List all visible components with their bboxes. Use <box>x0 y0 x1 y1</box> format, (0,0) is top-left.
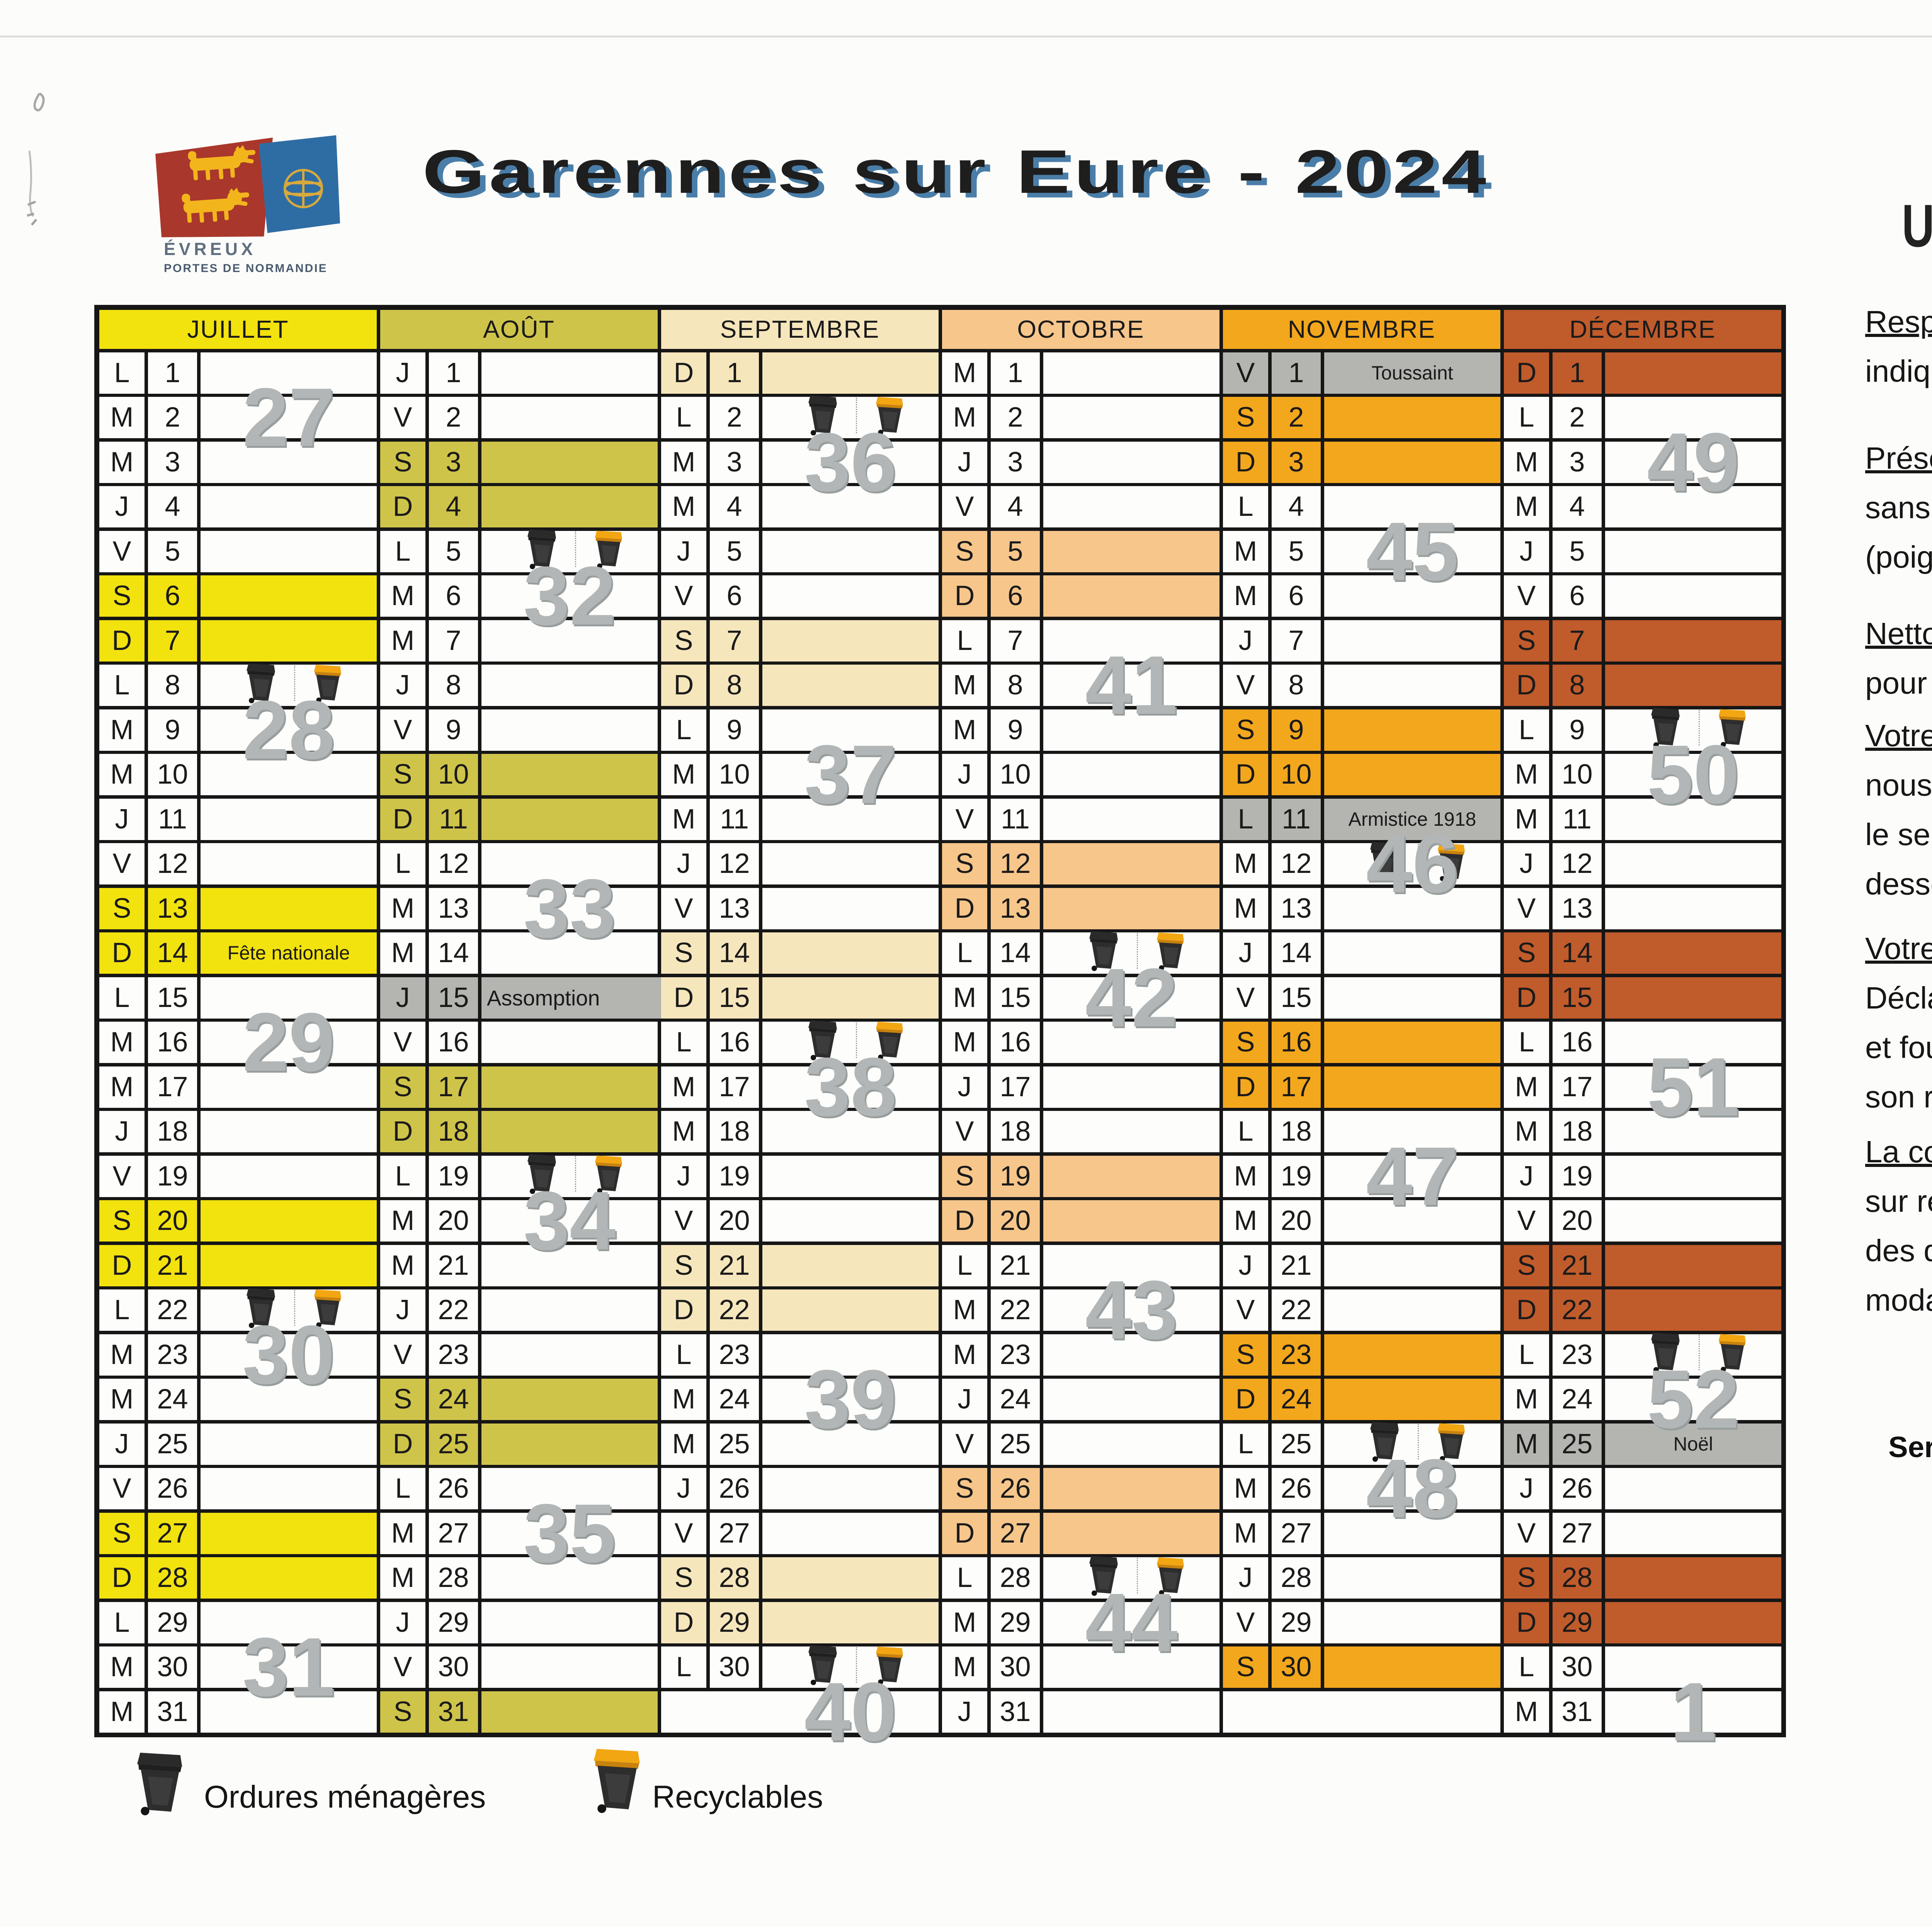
svg-text:PORTES DE NORMANDIE: PORTES DE NORMANDIE <box>164 262 328 275</box>
svg-text:ÉVREUX: ÉVREUX <box>164 239 256 259</box>
